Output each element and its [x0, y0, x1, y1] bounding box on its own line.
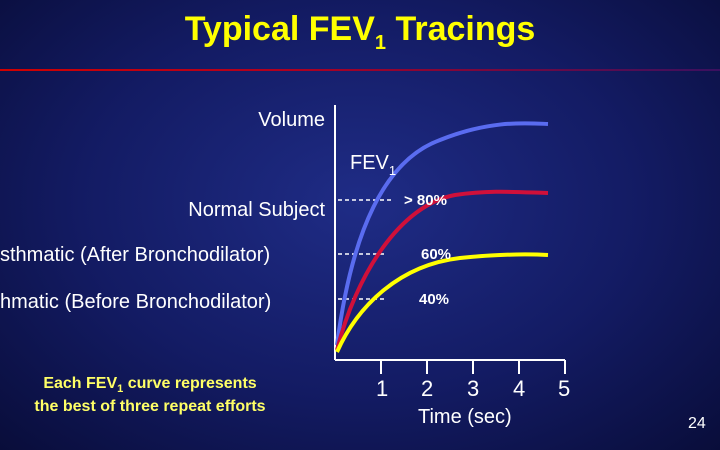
fev1-label-sub: 1 — [388, 163, 397, 178]
x-tick-label-5: 5 — [558, 376, 571, 401]
pct-before: 40% — [419, 291, 450, 308]
title-subscript: 1 — [374, 32, 387, 54]
footnote-text-a: Each FEV — [43, 375, 118, 392]
x-axis-label: Time (sec) — [418, 406, 512, 428]
page-number: 24 — [688, 415, 706, 432]
pct-after: 60% — [421, 246, 452, 263]
curve-after-bronchodilator — [335, 189, 549, 351]
x-tick-label-3: 3 — [467, 376, 480, 401]
label-after-bronchodilator: sthmatic (After Bronchodilator) — [0, 244, 271, 266]
title-divider — [0, 69, 720, 71]
x-tick-label-4: 4 — [513, 376, 526, 401]
fev1-label: FEV1 — [350, 152, 397, 178]
curve-normal — [335, 121, 549, 346]
pct-normal: > 80% — [404, 192, 447, 209]
footnote-subscript: 1 — [117, 383, 124, 395]
label-before-bronchodilator: hmatic (Before Bronchodilator) — [0, 291, 272, 313]
curve-before-bronchodilator — [335, 252, 549, 353]
footnote-line-2: the best of three repeat efforts — [34, 398, 266, 415]
footnote-line-1: Each FEV1 curve represents — [10, 373, 290, 396]
slide-title: Typical FEV1 Tracings — [0, 10, 720, 54]
x-tick-label-1: 1 — [376, 376, 389, 401]
footnote-text-b: curve represents — [123, 375, 257, 392]
title-tail: Tracings — [386, 10, 536, 48]
label-normal-subject: Normal Subject — [188, 199, 325, 221]
fev1-label-main: FEV — [350, 152, 389, 174]
y-axis-label: Volume — [258, 109, 325, 131]
title-main: Typical FEV — [184, 10, 375, 48]
footnote: Each FEV1 curve represents the best of t… — [10, 373, 290, 417]
x-tick-label-2: 2 — [421, 376, 434, 401]
